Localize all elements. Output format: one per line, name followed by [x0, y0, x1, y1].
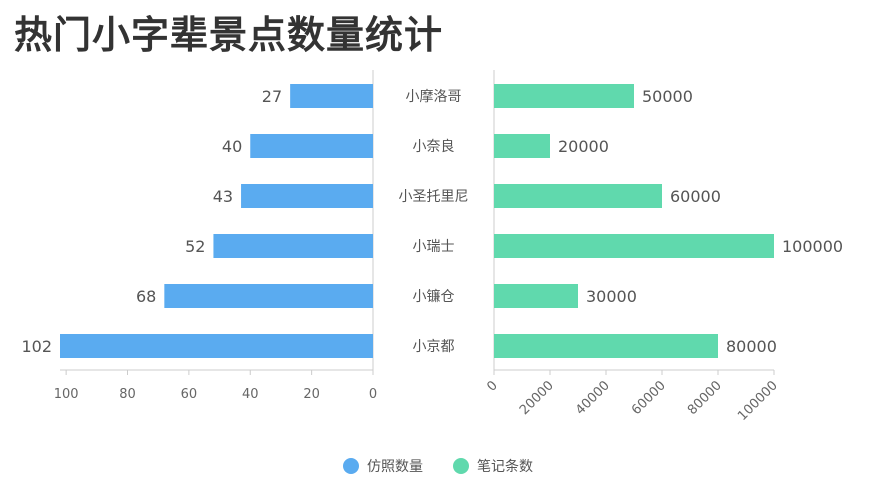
legend-swatch-right: [453, 458, 469, 474]
right-tick-label: 80000: [685, 378, 725, 418]
right-tick-label: 20000: [517, 378, 557, 418]
category-label: 小京都: [413, 339, 455, 355]
left-bar: [290, 84, 373, 108]
right-tick-label: 0: [484, 378, 500, 394]
legend-item-right[interactable]: 笔记条数: [453, 456, 533, 476]
legend-label-left: 仿照数量: [367, 459, 423, 475]
category-label: 小奈良: [413, 139, 455, 155]
legend-swatch-left: [343, 458, 359, 474]
right-bar: [494, 84, 634, 108]
left-bar-value-label: 102: [21, 337, 52, 356]
left-tick-label: 20: [303, 387, 320, 402]
legend: 仿照数量 笔记条数: [0, 456, 876, 476]
left-bar-value-label: 27: [262, 87, 282, 106]
right-tick-label: 100000: [735, 378, 781, 424]
category-label: 小镰仓: [413, 288, 455, 305]
left-tick-label: 80: [119, 387, 136, 402]
right-bar-value-label: 60000: [670, 187, 721, 206]
right-tick-label: 60000: [629, 378, 669, 418]
right-bar-value-label: 50000: [642, 87, 693, 106]
left-bar: [241, 184, 373, 208]
right-bar-value-label: 100000: [782, 237, 843, 256]
right-bar-value-label: 20000: [558, 137, 609, 156]
left-tick-label: 100: [54, 387, 79, 402]
left-tick-label: 60: [181, 387, 198, 402]
category-label: 小圣托里尼: [399, 189, 469, 205]
right-bar: [494, 184, 662, 208]
left-bar-value-label: 43: [213, 187, 233, 206]
category-label: 小瑞士: [413, 239, 455, 255]
right-bar-value-label: 80000: [726, 337, 777, 356]
right-tick-label: 40000: [573, 378, 613, 418]
left-bar-value-label: 40: [222, 137, 242, 156]
left-bar: [164, 284, 373, 308]
legend-label-right: 笔记条数: [477, 459, 533, 475]
right-bar-value-label: 30000: [586, 287, 637, 306]
right-bar: [494, 284, 578, 308]
right-bar: [494, 134, 550, 158]
chart-title: 热门小字辈景点数量统计: [14, 13, 444, 57]
left-bar: [213, 234, 373, 258]
left-tick-label: 40: [242, 387, 259, 402]
left-bar: [60, 334, 373, 358]
legend-item-left[interactable]: 仿照数量: [343, 456, 423, 476]
right-bar: [494, 334, 718, 358]
left-bar-value-label: 68: [136, 287, 156, 306]
left-bar: [250, 134, 373, 158]
left-bar-value-label: 52: [185, 237, 205, 256]
category-label: 小摩洛哥: [406, 88, 462, 105]
right-bar: [494, 234, 774, 258]
left-tick-label: 0: [369, 387, 377, 402]
